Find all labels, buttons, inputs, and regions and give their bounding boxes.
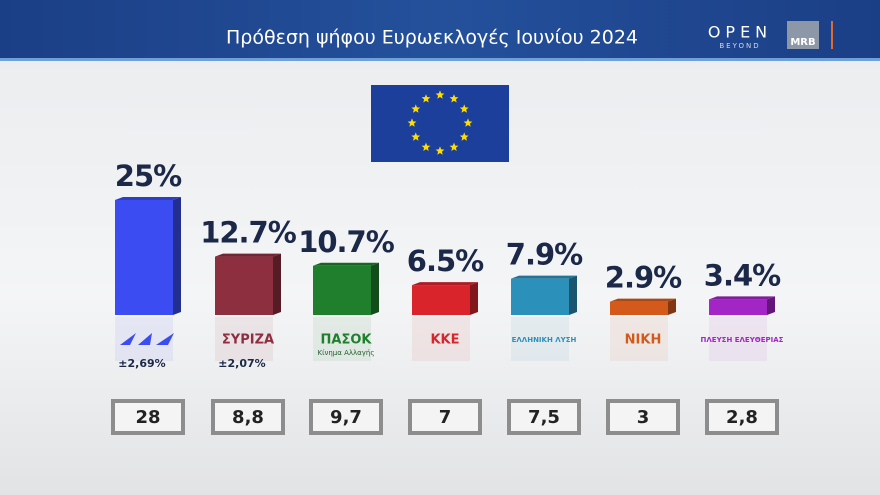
value-label: 6.5% <box>407 244 484 278</box>
party-label: ΕΛΛΗΝΙΚΗ ΛΥΣΗ <box>512 336 577 344</box>
value-label: 3.4% <box>704 258 781 292</box>
pollster: MRB <box>790 37 815 48</box>
bar-top <box>412 282 478 286</box>
eu-star <box>459 104 469 113</box>
eu-stars <box>407 90 473 155</box>
value-box <box>211 399 285 435</box>
party-sublabel: Κίνημα Αλλαγής <box>318 349 375 357</box>
box-label: 2,8 <box>726 407 758 428</box>
pollster-rule <box>831 21 833 49</box>
bar-top <box>709 296 775 300</box>
eu-star <box>449 94 459 103</box>
bar-top <box>215 253 281 257</box>
party-label: ΠΑΣΟΚ <box>321 333 373 348</box>
box-label: 7,5 <box>528 407 560 428</box>
error-label: ±2,07% <box>218 357 265 370</box>
error-label: ±2,69% <box>118 357 165 370</box>
party-label: ΣΥΡΙΖΑ <box>222 333 274 348</box>
value-label: 10.7% <box>298 225 395 259</box>
eu-star <box>435 146 445 155</box>
bar <box>313 265 371 315</box>
bar <box>610 301 668 315</box>
eu-star <box>463 118 473 127</box>
reflection <box>313 317 371 361</box>
box-label: 8,8 <box>232 407 264 428</box>
value-label: 12.7% <box>200 216 297 250</box>
value-box <box>408 399 482 435</box>
bar-side <box>173 197 181 315</box>
party-label: ΚΚΕ <box>430 333 459 348</box>
value-box <box>606 399 680 435</box>
value-box <box>705 399 779 435</box>
bar-side <box>668 298 676 315</box>
bar-side <box>569 275 577 315</box>
reflection <box>511 317 569 361</box>
eu-star <box>411 104 421 113</box>
bar <box>412 285 470 315</box>
bar <box>511 278 569 315</box>
header-bar <box>0 0 880 58</box>
value-box <box>309 399 383 435</box>
value-label: 2.9% <box>605 261 682 295</box>
party-logo <box>138 333 152 345</box>
value-label: 25% <box>115 159 182 193</box>
eu-star <box>449 142 459 151</box>
bar-top <box>511 275 577 279</box>
bar-side <box>273 253 281 315</box>
eu-star <box>421 142 431 151</box>
bar-top <box>313 262 379 266</box>
reflection <box>115 317 173 361</box>
party-label: ΠΛΕΥΣΗ ΕΛΕΥΘΕΡΙΑΣ <box>701 336 784 344</box>
brand: OPEN <box>708 23 772 42</box>
box-label: 3 <box>637 407 650 428</box>
reflection <box>215 317 273 361</box>
box-label: 9,7 <box>330 407 362 428</box>
party-logo <box>120 333 136 345</box>
value-box <box>507 399 581 435</box>
box-label: 28 <box>135 407 160 428</box>
bar-side <box>371 262 379 315</box>
party-label: ΝΙΚΗ <box>625 333 662 348</box>
reflection <box>709 317 767 361</box>
party-logo <box>156 333 174 345</box>
bar-side <box>470 282 478 315</box>
box-label: 7 <box>439 407 452 428</box>
bar-side <box>767 296 775 315</box>
bar <box>709 299 767 315</box>
bar-top <box>115 197 181 200</box>
eu-star <box>459 132 469 141</box>
eu-star <box>407 118 417 127</box>
header-rule <box>0 58 880 61</box>
reflection <box>610 317 668 361</box>
value-label: 7.9% <box>506 238 583 272</box>
chart-title: Πρόθεση ψήφου Ευρωεκλογές Ιουνίου 2024 <box>226 27 638 49</box>
bar <box>215 256 273 315</box>
eu-star <box>421 94 431 103</box>
eu-star <box>435 90 445 99</box>
reflection <box>412 317 470 361</box>
brand-sub: BEYOND <box>719 42 760 50</box>
bar <box>115 200 173 315</box>
bar-top <box>610 298 676 302</box>
eu-star <box>411 132 421 141</box>
value-box <box>111 399 185 435</box>
pollster-box <box>787 21 819 49</box>
